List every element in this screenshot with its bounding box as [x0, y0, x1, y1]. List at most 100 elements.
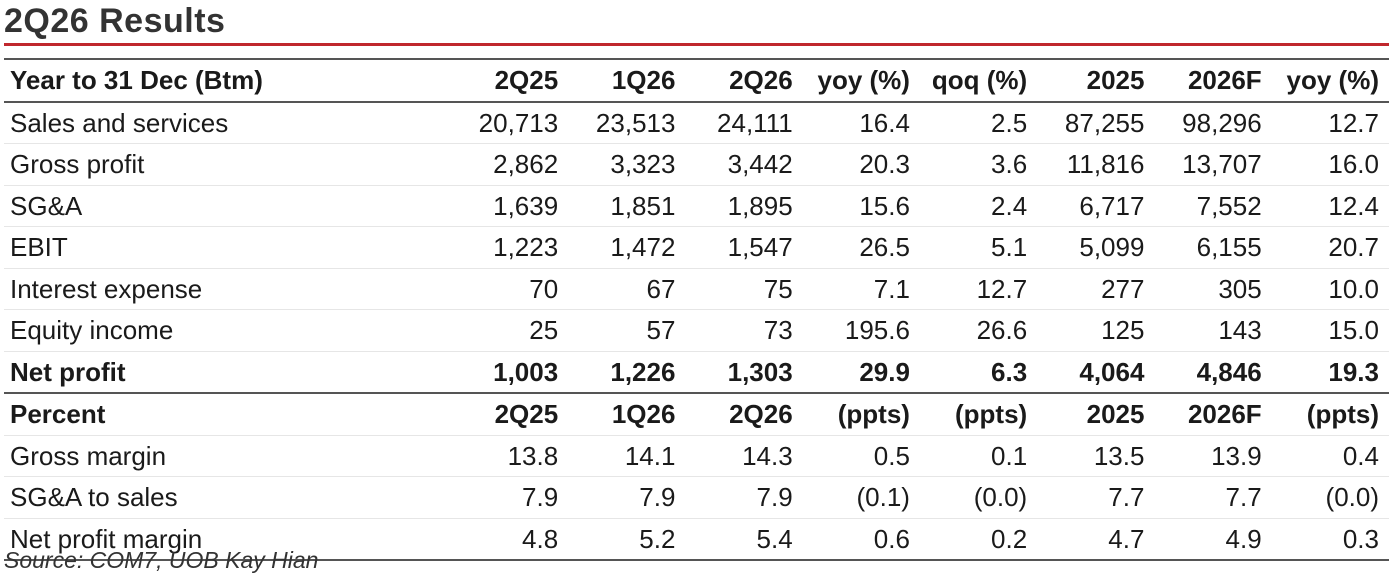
- cell-value: 5.2: [639, 523, 676, 554]
- cell-value: 7.7: [1108, 482, 1145, 512]
- cell-value: 4,064: [1079, 356, 1145, 387]
- cell-value: 20,713: [478, 107, 559, 138]
- cell-value: 1,003: [493, 356, 559, 387]
- cell-value: (0.0): [1325, 482, 1379, 512]
- row-label: EBIT: [10, 232, 68, 262]
- table-row: EBIT 1,223 1,472 1,547 26.5 5.1 5,099 6,155 20.7: [4, 227, 1389, 268]
- cell-value: yoy (%): [1286, 65, 1379, 95]
- cell-value: 14.1: [624, 440, 676, 471]
- table-row: Net profit margin 4.8 5.2 5.4 0.6 0.2 4.7 4.9 0.…: [4, 518, 1389, 560]
- cell-value: (0.0): [973, 482, 1028, 512]
- cell-value: 1,547: [727, 232, 793, 262]
- cell-value: 0.6: [873, 523, 910, 554]
- cell-value: 2Q25: [494, 65, 559, 95]
- page-title: 2Q26 Results: [4, 2, 226, 40]
- cell-value: 0.1: [991, 440, 1028, 471]
- cell-value: 12.7: [976, 273, 1028, 304]
- row-label: Year to 31 Dec (Btm): [10, 65, 263, 95]
- row-label: Interest expense: [10, 273, 203, 304]
- cell-value: 2025: [1086, 399, 1145, 429]
- cell-value: 13.9: [1211, 440, 1262, 471]
- cell-value: 277: [1101, 273, 1145, 304]
- table-row: Sales and services 20,713 23,513 24,111 16.4…: [4, 102, 1389, 144]
- cell-value: 29.9: [859, 356, 910, 387]
- cell-value: (ppts): [1306, 399, 1379, 429]
- cell-value: 305: [1218, 273, 1262, 304]
- row-label: Percent: [10, 399, 106, 429]
- cell-value: 3,442: [727, 149, 793, 179]
- cell-value: 7.9: [639, 482, 676, 512]
- cell-value: 14.3: [742, 440, 793, 471]
- table-header-row: Year to 31 Dec (Btm) 2Q25 1Q26 2Q26 yoy (%) q…: [4, 59, 1389, 102]
- cell-value: 5.1: [991, 232, 1028, 262]
- cell-value: 2025: [1086, 65, 1145, 95]
- cell-value: 1,472: [610, 232, 676, 262]
- cell-value: 1Q26: [611, 399, 676, 429]
- cell-value: 75: [763, 273, 793, 304]
- cell-value: 57: [646, 315, 676, 345]
- cell-value: 2,862: [493, 149, 559, 179]
- cell-value: 20.3: [859, 149, 910, 179]
- cell-value: 16.0: [1328, 149, 1379, 179]
- cell-value: 2Q26: [729, 399, 793, 429]
- cell-value: 2Q26: [729, 65, 793, 95]
- cell-value: 0.3: [1342, 523, 1379, 554]
- cell-value: 87,255: [1064, 107, 1145, 138]
- table-row: Interest expense 70 67 75 7.1 12.7 277 305 10.0: [4, 268, 1389, 310]
- cell-value: 4.7: [1108, 523, 1145, 554]
- cell-value: 1,639: [493, 190, 559, 221]
- cell-value: 2Q25: [494, 399, 559, 429]
- percent-header-row: Percent 2Q25 1Q26 2Q26 (ppts) (ppts) 2025 2026F…: [4, 393, 1389, 435]
- cell-value: 1,223: [493, 232, 559, 262]
- cell-value: 24,111: [717, 107, 793, 138]
- cell-value: 23,513: [595, 107, 676, 138]
- table-row: SG&A to sales 7.9 7.9 7.9 (0.1) (0.0) 7.7 7.7 (0…: [4, 477, 1389, 518]
- cell-value: qoq (%): [931, 65, 1028, 95]
- source-note: Source: COM7, UOB Kay Hian: [4, 547, 319, 573]
- cell-value: 19.3: [1328, 356, 1379, 387]
- cell-value: 98,296: [1182, 107, 1262, 138]
- cell-value: 4,846: [1196, 356, 1262, 387]
- cell-value: (ppts): [837, 399, 910, 429]
- cell-value: 2026F: [1187, 65, 1262, 95]
- table-row: Gross profit 2,862 3,323 3,442 20.3 3.6 11,816…: [4, 144, 1389, 185]
- cell-value: 1,226: [610, 356, 676, 387]
- row-label: SG&A: [10, 190, 83, 221]
- cell-value: 2.5: [991, 107, 1028, 138]
- row-label: Net profit margin: [10, 523, 203, 554]
- cell-value: 143: [1218, 315, 1262, 345]
- cell-value: 13.8: [507, 440, 559, 471]
- cell-value: yoy (%): [817, 65, 910, 95]
- table-row: Net profit 1,003 1,226 1,303 29.9 6.3 4,064 4,8…: [4, 351, 1389, 393]
- cell-value: 67: [646, 273, 676, 304]
- cell-value: 7.1: [873, 273, 910, 304]
- cell-value: 4.8: [522, 523, 559, 554]
- cell-value: 15.0: [1328, 315, 1379, 345]
- cell-value: 13.5: [1093, 440, 1145, 471]
- cell-value: 26.6: [976, 315, 1028, 345]
- cell-value: 2026F: [1187, 399, 1262, 429]
- row-label: Equity income: [10, 315, 174, 345]
- cell-value: 13,707: [1182, 149, 1262, 179]
- cell-value: 7.9: [522, 482, 559, 512]
- cell-value: 10.0: [1328, 273, 1379, 304]
- row-label: Sales and services: [10, 107, 229, 138]
- cell-value: 73: [763, 315, 793, 345]
- cell-value: 5.4: [756, 523, 793, 554]
- cell-value: 5,099: [1079, 232, 1145, 262]
- cell-value: 1,303: [727, 356, 793, 387]
- cell-value: 0.4: [1342, 440, 1379, 471]
- title-divider: [4, 43, 1389, 46]
- cell-value: 26.5: [859, 232, 910, 262]
- cell-value: 12.4: [1328, 190, 1379, 221]
- cell-value: 16.4: [859, 107, 910, 138]
- cell-value: 0.2: [991, 523, 1028, 554]
- row-label: Net profit: [10, 356, 126, 387]
- cell-value: 20.7: [1328, 232, 1379, 262]
- cell-value: 6.3: [991, 356, 1028, 387]
- cell-value: 15.6: [859, 190, 910, 221]
- cell-value: 3.6: [991, 149, 1028, 179]
- cell-value: (0.1): [856, 482, 910, 512]
- cell-value: 6,155: [1196, 232, 1262, 262]
- cell-value: 11,816: [1066, 149, 1145, 179]
